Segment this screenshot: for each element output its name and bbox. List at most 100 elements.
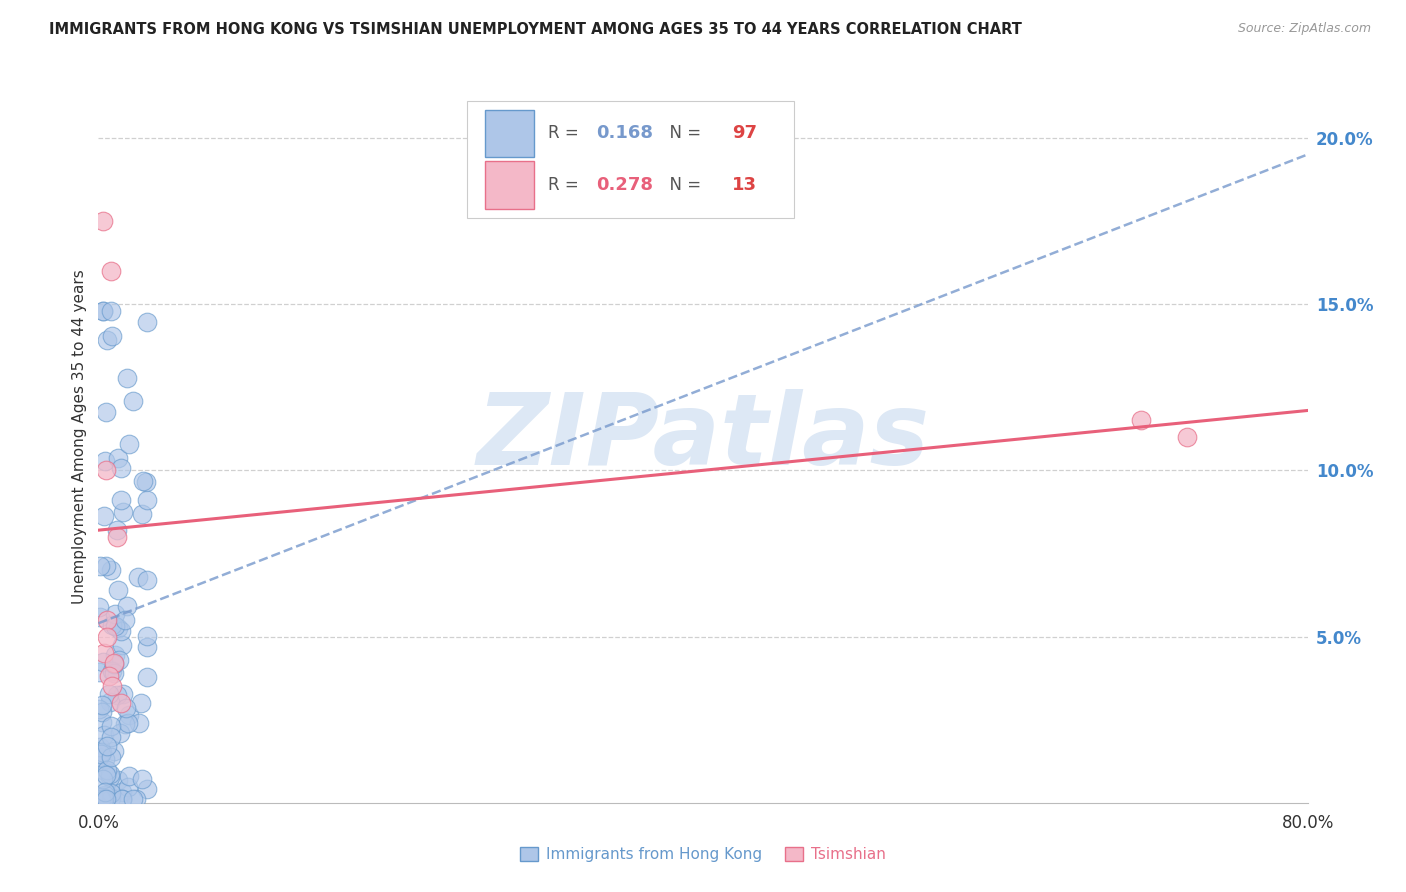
Point [89, 610, 111, 624]
Point [121, 394, 143, 409]
Point [96, 333, 118, 347]
Point [100, 791, 122, 805]
Point [96, 763, 118, 777]
Point [91, 772, 114, 786]
Point [94, 792, 117, 806]
Point [94, 785, 117, 799]
Point [94, 752, 117, 766]
Point [117, 715, 139, 730]
Point [105, 688, 128, 702]
Point [107, 621, 129, 635]
Point [91, 745, 114, 759]
Point [114, 613, 136, 627]
Point [112, 687, 135, 701]
Point [100, 730, 122, 744]
Point [94, 405, 117, 419]
Point [89, 600, 111, 615]
Y-axis label: Unemployment Among Ages 35 to 44 years: Unemployment Among Ages 35 to 44 years [72, 269, 87, 605]
Point [89, 739, 111, 754]
Point [96, 559, 118, 574]
Point [89, 749, 111, 764]
Point [91, 303, 114, 318]
Point [135, 492, 157, 507]
Point [114, 716, 136, 731]
Point [111, 784, 134, 798]
Point [100, 563, 122, 577]
Point [101, 664, 124, 678]
Point [101, 329, 124, 343]
Point [103, 666, 125, 681]
Point [110, 696, 132, 710]
Text: R =: R = [548, 176, 585, 194]
Point [90, 747, 112, 761]
Point [100, 303, 122, 318]
Point [115, 371, 138, 385]
Text: 13: 13 [733, 176, 756, 194]
Point [132, 475, 155, 489]
Point [135, 573, 157, 587]
Point [115, 701, 138, 715]
Point [127, 569, 149, 583]
Point [117, 780, 139, 795]
Point [110, 461, 132, 475]
Text: R =: R = [548, 124, 585, 143]
Point [125, 792, 148, 806]
Point [122, 792, 145, 806]
FancyBboxPatch shape [467, 101, 793, 218]
Point [98, 771, 121, 785]
Point [98, 669, 121, 683]
Point [104, 619, 127, 633]
Text: 0.278: 0.278 [596, 176, 654, 194]
Point [94, 788, 117, 802]
Point [90, 792, 112, 806]
Point [117, 708, 139, 723]
Legend: Immigrants from Hong Kong, Tsimshian: Immigrants from Hong Kong, Tsimshian [515, 841, 891, 868]
Point [89, 702, 111, 716]
Point [117, 769, 139, 783]
Point [94, 454, 117, 468]
Text: IMMIGRANTS FROM HONG KONG VS TSIMSHIAN UNEMPLOYMENT AMONG AGES 35 TO 44 YEARS CO: IMMIGRANTS FROM HONG KONG VS TSIMSHIAN U… [49, 22, 1022, 37]
Point [111, 792, 134, 806]
Point [91, 655, 114, 669]
Point [108, 653, 131, 667]
Point [96, 613, 118, 627]
Point [96, 768, 118, 782]
Point [89, 559, 111, 574]
Text: Source: ZipAtlas.com: Source: ZipAtlas.com [1237, 22, 1371, 36]
Point [91, 214, 114, 228]
Point [101, 618, 124, 632]
Point [112, 505, 135, 519]
Point [1175, 430, 1198, 444]
Point [94, 463, 117, 477]
Point [131, 772, 153, 786]
Point [90, 715, 112, 730]
Point [96, 739, 118, 754]
Text: 97: 97 [733, 124, 756, 143]
Point [105, 523, 128, 537]
Point [91, 763, 114, 777]
Point [135, 629, 157, 643]
Point [91, 303, 114, 318]
Point [103, 656, 125, 670]
Point [89, 665, 111, 680]
Point [105, 530, 128, 544]
Point [98, 695, 121, 709]
Point [97, 687, 120, 701]
Point [93, 792, 115, 806]
Point [135, 782, 157, 797]
Point [93, 728, 115, 742]
Point [103, 743, 125, 757]
Point [91, 698, 114, 712]
Point [91, 789, 114, 804]
Point [131, 508, 153, 522]
Point [110, 624, 132, 639]
FancyBboxPatch shape [485, 161, 534, 209]
Point [100, 786, 122, 800]
Point [104, 607, 127, 621]
Point [115, 599, 138, 613]
Point [135, 640, 157, 654]
Point [100, 750, 122, 764]
Text: N =: N = [659, 124, 707, 143]
Text: ZIPatlas: ZIPatlas [477, 389, 929, 485]
Point [108, 726, 131, 740]
